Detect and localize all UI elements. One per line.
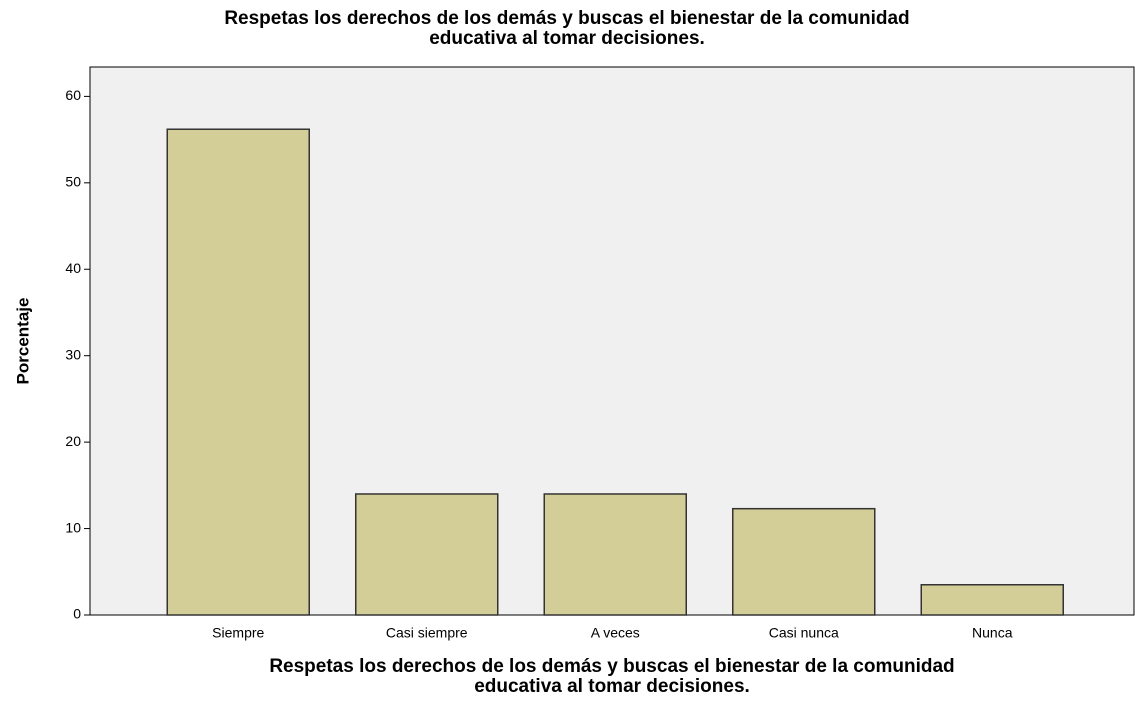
- y-tick-label: 20: [65, 433, 81, 449]
- x-axis-label: Respetas los derechos de los demás y bus…: [269, 656, 954, 677]
- y-tick-label: 30: [65, 346, 81, 362]
- x-tick-label: Casi siempre: [386, 625, 468, 641]
- y-tick-label: 60: [65, 87, 81, 103]
- x-tick-label: Siempre: [212, 625, 264, 641]
- chart-title: educativa al tomar decisiones.: [429, 28, 705, 49]
- bar: [543, 493, 687, 616]
- x-tick-label: Nunca: [972, 625, 1013, 641]
- y-axis-label: Porcentaje: [13, 298, 32, 385]
- x-tick-label: A veces: [591, 625, 640, 641]
- chart-title: Respetas los derechos de los demás y bus…: [224, 8, 909, 29]
- bar: [732, 507, 876, 616]
- y-tick-label: 0: [73, 606, 81, 622]
- y-tick-label: 10: [65, 519, 81, 535]
- x-axis-label: educativa al tomar decisiones.: [474, 676, 750, 697]
- bar: [920, 583, 1064, 616]
- bar: [166, 128, 310, 616]
- bar: [355, 493, 499, 616]
- y-tick-label: 40: [65, 260, 81, 276]
- y-tick-label: 50: [65, 174, 81, 190]
- x-tick-label: Casi nunca: [769, 625, 839, 641]
